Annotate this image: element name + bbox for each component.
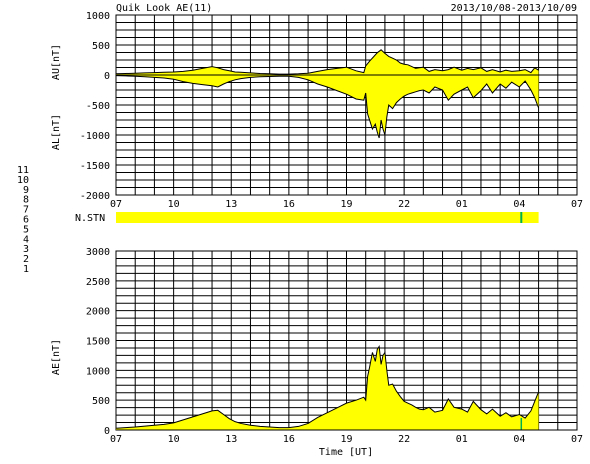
- x-tick-label: 07: [571, 434, 583, 445]
- station-legend-entry: 7: [23, 205, 29, 216]
- chart-title: Quik Look AE(11): [116, 3, 212, 14]
- station-legend-entry: 10: [17, 175, 29, 186]
- x-tick-label: 16: [283, 199, 295, 210]
- ae-area-overlay: [116, 346, 539, 430]
- x-tick-label: 04: [513, 434, 525, 445]
- y-tick-label: 0: [104, 426, 110, 437]
- plot-frame: [115, 14, 578, 196]
- x-tick-label: 04: [513, 199, 525, 210]
- station-legend-entry: 8: [23, 195, 29, 206]
- station-legend-entry: 3: [23, 244, 29, 255]
- y-tick-label: 3000: [86, 247, 110, 258]
- station-count-bar: [116, 212, 539, 223]
- station-legend-entry: 11: [17, 165, 29, 176]
- x-tick-label: 22: [398, 199, 410, 210]
- station-legend-entry: 5: [23, 224, 29, 235]
- station-legend-entry: 9: [23, 185, 29, 196]
- date-range: 2013/10/08-2013/10/09: [451, 3, 577, 14]
- y-tick-label: 2500: [86, 277, 110, 288]
- x-tick-label: 10: [168, 199, 180, 210]
- y-tick-label: -2000: [80, 191, 110, 202]
- x-tick-label: 16: [283, 434, 295, 445]
- y-tick-label: 2000: [86, 307, 110, 318]
- au-line: [115, 49, 539, 75]
- ae-axis-label: AE[nT]: [51, 339, 62, 375]
- x-tick-label: 01: [456, 199, 468, 210]
- x-tick-label: 13: [225, 199, 237, 210]
- y-tick-label: -1500: [80, 161, 110, 172]
- x-tick-label: 19: [340, 199, 352, 210]
- x-tick-label: 07: [110, 434, 122, 445]
- al-area-overlay: [116, 75, 539, 138]
- station-legend-entry: 6: [23, 215, 29, 226]
- al-axis-label: AL[nT]: [51, 114, 62, 150]
- y-tick-label: 500: [92, 396, 110, 407]
- x-tick-label: 19: [340, 434, 352, 445]
- x-tick-label: 13: [225, 434, 237, 445]
- al-line: [115, 75, 540, 139]
- y-tick-label: 1000: [86, 366, 110, 377]
- station-legend-entry: 2: [23, 254, 29, 265]
- y-tick-label: 500: [92, 41, 110, 52]
- y-tick-label: 0: [104, 71, 110, 82]
- y-tick-label: 1000: [86, 11, 110, 22]
- y-tick-label: -1000: [80, 131, 110, 142]
- y-tick-label: 1500: [86, 337, 110, 348]
- x-axis-label: Time [UT]: [319, 447, 373, 458]
- station-label: N.STN: [75, 213, 105, 224]
- x-tick-label: 10: [168, 434, 180, 445]
- x-tick-label: 01: [456, 434, 468, 445]
- station-legend-entry: 4: [23, 234, 29, 245]
- x-tick-label: 07: [571, 199, 583, 210]
- ae-line: [115, 345, 540, 429]
- station-count-panel: N.STN: [75, 212, 539, 224]
- station-legend-entry: 1: [23, 264, 29, 275]
- x-tick-label: 07: [110, 199, 122, 210]
- x-tick-label: 22: [398, 434, 410, 445]
- y-tick-label: -500: [86, 101, 110, 112]
- au-axis-label: AU[nT]: [51, 44, 62, 80]
